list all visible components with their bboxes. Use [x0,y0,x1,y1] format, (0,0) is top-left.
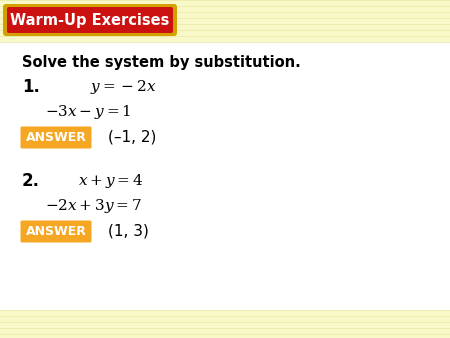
Text: (–1, 2): (–1, 2) [108,129,157,145]
Text: (1, 3): (1, 3) [108,223,149,239]
FancyBboxPatch shape [7,7,173,33]
FancyBboxPatch shape [21,220,91,242]
Text: $-3x - y = 1$: $-3x - y = 1$ [45,103,131,121]
FancyBboxPatch shape [21,126,91,148]
Text: ANSWER: ANSWER [26,225,86,238]
Text: Solve the system by substitution.: Solve the system by substitution. [22,55,301,70]
Text: Warm-Up Exercises: Warm-Up Exercises [10,13,170,27]
Text: $y = -2x$: $y = -2x$ [90,78,157,96]
FancyBboxPatch shape [0,0,450,42]
Text: ANSWER: ANSWER [26,131,86,144]
Text: $-2x + 3y = 7$: $-2x + 3y = 7$ [45,197,142,215]
Text: $x + y = 4$: $x + y = 4$ [78,172,144,190]
Text: 1.: 1. [22,78,40,96]
FancyBboxPatch shape [0,310,450,338]
FancyBboxPatch shape [3,4,177,36]
Text: 2.: 2. [22,172,40,190]
